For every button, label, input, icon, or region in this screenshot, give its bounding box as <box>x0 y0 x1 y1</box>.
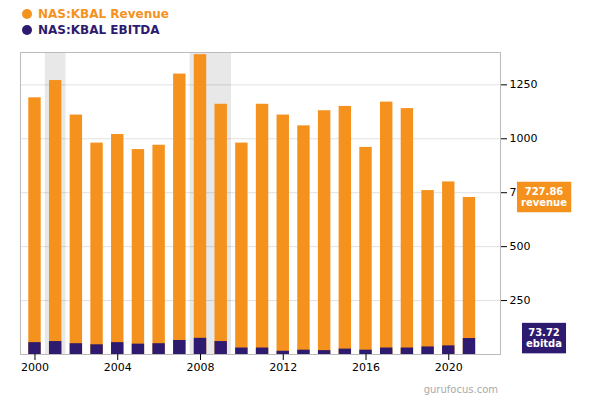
svg-text:73.72ebitda: 73.72ebitda <box>526 327 562 350</box>
html-text:NAS:KBAL Revenue: NAS:KBAL Revenue <box>38 7 169 21</box>
svg-text:2012: 2012 <box>269 361 297 374</box>
svg-text:2016: 2016 <box>352 361 380 374</box>
svg-text:250: 250 <box>510 294 531 307</box>
svg-text:2020: 2020 <box>435 361 463 374</box>
svg-text:2000: 2000 <box>21 361 49 374</box>
svg-text:727.86revenue: 727.86revenue <box>521 186 567 209</box>
html-text:gurufocus.com: gurufocus.com <box>423 384 498 395</box>
svg-text:500: 500 <box>510 240 531 253</box>
svg-text:1000: 1000 <box>510 132 538 145</box>
svg-text:2008: 2008 <box>187 361 215 374</box>
svg-text:2004: 2004 <box>104 361 132 374</box>
html-text:NAS:KBAL EBITDA: NAS:KBAL EBITDA <box>38 23 160 37</box>
svg-text:1250: 1250 <box>510 78 538 91</box>
